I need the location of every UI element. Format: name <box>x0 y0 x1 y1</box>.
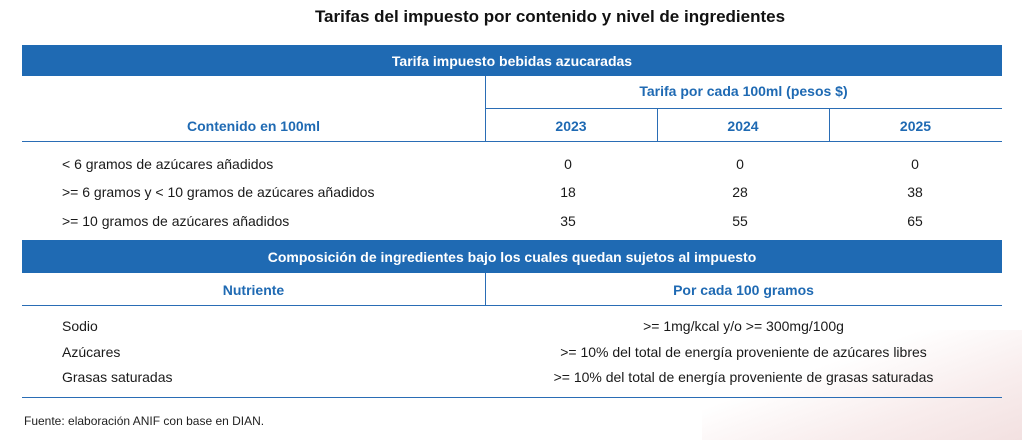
divider <box>485 273 486 305</box>
row-value: 0 <box>911 156 919 172</box>
content-header: Contenido en 100ml <box>186 118 321 134</box>
nutriente-header: Nutriente <box>222 282 285 298</box>
nutrient-label: Azúcares <box>62 344 121 360</box>
divider <box>22 397 1002 398</box>
divider <box>485 108 1002 109</box>
nutrient-value: >= 1mg/kcal y/o >= 300mg/100g <box>643 318 844 334</box>
divider <box>829 108 830 141</box>
row-value: 55 <box>732 213 748 229</box>
section2-band-title: Composición de ingredientes bajo los cua… <box>267 248 757 265</box>
divider <box>22 305 1002 306</box>
divider <box>22 141 1002 142</box>
section1-band-title: Tarifa impuesto bebidas azucaradas <box>391 52 633 69</box>
section2-band: Composición de ingredientes bajo los cua… <box>22 240 1002 273</box>
divider <box>657 108 658 141</box>
row-value: 0 <box>564 156 572 172</box>
row-value: 65 <box>907 213 923 229</box>
row-value: 0 <box>736 156 744 172</box>
page-title: Tarifas del impuesto por contenido y niv… <box>314 7 786 26</box>
row-value: 38 <box>907 184 923 200</box>
nutrient-label: Grasas saturadas <box>62 369 173 385</box>
nutrient-value: >= 10% del total de energía proveniente … <box>560 344 927 360</box>
year-header: 2023 <box>555 118 587 134</box>
year-header: 2025 <box>899 118 932 134</box>
nutrient-label: Sodio <box>62 318 98 334</box>
row-value: 18 <box>560 184 576 200</box>
por-cada-header: Por cada 100 gramos <box>673 282 814 298</box>
row-value: 28 <box>732 184 748 200</box>
row-value: 35 <box>560 213 576 229</box>
source-note: Fuente: elaboración ANIF con base en DIA… <box>24 414 265 428</box>
row-label: >= 6 gramos y < 10 gramos de azúcares añ… <box>62 184 375 200</box>
row-label: >= 10 gramos de azúcares añadidos <box>62 213 290 229</box>
tarifa-header: Tarifa por cada 100ml (pesos $) <box>639 83 848 99</box>
row-label: < 6 gramos de azúcares añadidos <box>62 156 274 172</box>
nutrient-value: >= 10% del total de energía proveniente … <box>553 369 934 385</box>
year-header: 2024 <box>727 118 759 134</box>
section1-band: Tarifa impuesto bebidas azucaradas <box>22 45 1002 76</box>
